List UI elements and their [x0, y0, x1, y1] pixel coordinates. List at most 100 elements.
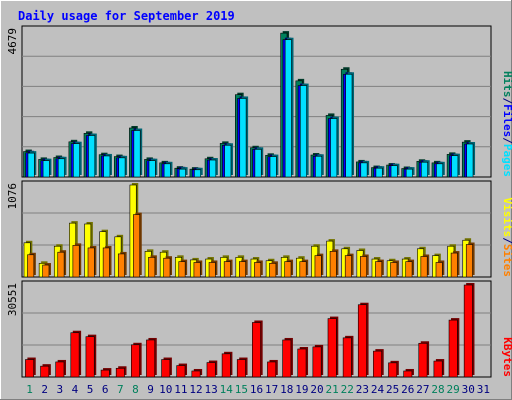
bar-kbytes-day-30 — [463, 283, 475, 378]
x-tick-label: 27 — [416, 383, 429, 396]
bar-pages-day-19 — [299, 83, 309, 178]
bar-pages-day-23-face — [360, 162, 368, 178]
x-tick-label: 14 — [220, 383, 234, 396]
bar-kbytes-day-16-face — [252, 322, 261, 378]
bar-sites-day-24 — [375, 259, 384, 278]
x-tick-label: 24 — [371, 383, 385, 396]
bar-kbytes-day-5-face — [85, 336, 95, 378]
bar-pages-day-1 — [27, 151, 37, 178]
bar-sites-day-16 — [254, 260, 263, 278]
x-tick-label: 20 — [310, 383, 323, 396]
bar-kbytes-day-1-face — [25, 359, 35, 378]
bar-kbytes-day-28-face — [433, 360, 443, 378]
bar-sites-day-7-face — [117, 253, 125, 278]
bar-sites-day-12-face — [193, 262, 201, 278]
bar-kbytes-day-25 — [388, 360, 399, 378]
bar-kbytes-day-19-face — [297, 348, 307, 378]
panel-visits-sites: 1076 Visits/Sites — [6, 180, 512, 278]
x-tick-label: 11 — [174, 383, 187, 396]
bar-sites-day-13 — [208, 260, 218, 278]
bar-kbytes-day-24-face — [373, 350, 382, 378]
bar-sites-day-25-face — [390, 262, 398, 278]
bar-sites-day-28-face — [435, 262, 443, 278]
x-tick-label: 5 — [87, 383, 94, 396]
bar-pages-day-4-face — [73, 143, 80, 178]
bar-sites-day-2-face — [42, 264, 50, 278]
bar-sites-day-5-face — [87, 247, 95, 278]
bar-kbytes-day-14 — [221, 351, 233, 378]
bar-pages-day-14 — [224, 143, 233, 178]
x-tick-label: 4 — [72, 383, 79, 396]
bar-kbytes-day-27 — [418, 341, 430, 378]
legend-entry: / — [501, 237, 512, 244]
bar-kbytes-day-23 — [357, 302, 369, 378]
bar-sites-day-29 — [450, 251, 460, 278]
bar-sites-day-17 — [269, 261, 278, 278]
bar-sites-day-26 — [405, 259, 415, 278]
bar-kbytes-day-12-face — [191, 370, 201, 378]
bar-sites-day-21 — [329, 249, 339, 278]
bar-kbytes-day-26-face — [403, 370, 413, 378]
bar-kbytes-day-20 — [312, 344, 324, 378]
bar-pages-day-13-face — [209, 159, 217, 178]
bar-pages-day-26-face — [405, 168, 413, 178]
bar-kbytes-day-8-face — [131, 344, 140, 378]
bar-sites-day-14-face — [223, 261, 231, 278]
x-tick-label: 6 — [102, 383, 109, 396]
bar-kbytes-day-18-face — [282, 339, 292, 378]
bar-pages-day-27 — [421, 160, 430, 178]
bar-pages-day-20-face — [315, 155, 323, 178]
bar-sites-day-6-face — [102, 247, 110, 278]
x-tick-label: 9 — [147, 383, 154, 396]
legend-entry: KBytes — [501, 337, 512, 377]
bar-pages-day-25-face — [390, 165, 398, 178]
bar-pages-day-5-face — [88, 135, 96, 178]
bar-pages-day-10 — [163, 161, 173, 178]
bar-pages-day-25 — [390, 163, 400, 178]
bar-sites-day-1 — [27, 252, 36, 278]
x-tick-label: 31 — [477, 383, 490, 396]
bar-pages-day-9 — [148, 158, 158, 178]
bar-kbytes-day-2-face — [40, 365, 50, 378]
bar-pages-day-23 — [360, 160, 370, 178]
y-max-label: 30551 — [6, 283, 19, 316]
x-tick-label: 8 — [132, 383, 139, 396]
x-tick-label: 18 — [280, 383, 293, 396]
bar-sites-day-22 — [344, 253, 354, 278]
bar-kbytes-day-15 — [236, 357, 248, 378]
bar-kbytes-day-4 — [70, 330, 82, 378]
bar-pages-day-15 — [239, 96, 249, 178]
bar-sites-day-10 — [163, 256, 173, 278]
legend-entry: Files — [501, 104, 512, 137]
bar-sites-day-18 — [284, 259, 294, 278]
legend-hits-files-pages: Hits/Files/Pages — [501, 71, 512, 177]
bar-pages-day-14-face — [224, 144, 232, 178]
bar-kbytes-day-19 — [297, 346, 309, 378]
bar-sites-day-23-face — [360, 256, 367, 278]
bar-pages-day-28 — [436, 161, 445, 178]
x-tick-label: 30 — [462, 383, 475, 396]
bar-pages-day-6 — [103, 153, 112, 178]
bar-sites-day-27-face — [420, 256, 428, 278]
bar-sites-day-25 — [390, 260, 399, 278]
bar-sites-day-15 — [239, 259, 248, 278]
legend-entry: / — [501, 98, 512, 105]
bar-kbytes-day-14-face — [221, 353, 231, 378]
x-tick-label: 28 — [431, 383, 444, 396]
bar-sites-day-19 — [299, 259, 309, 278]
bar-kbytes-day-12 — [191, 368, 203, 378]
bar-pages-day-7-face — [118, 157, 126, 178]
bar-pages-day-12 — [194, 167, 203, 178]
bar-kbytes-day-25-face — [388, 362, 398, 378]
x-tick-label: 3 — [57, 383, 64, 396]
x-tick-label: 7 — [117, 383, 124, 396]
bar-sites-day-11 — [178, 259, 188, 278]
x-tick-label: 1 — [26, 383, 33, 396]
bar-pages-day-10-face — [163, 163, 171, 178]
bar-pages-day-5 — [88, 133, 97, 178]
bar-pages-day-8-face — [133, 130, 141, 178]
bar-sites-day-21-face — [329, 251, 337, 278]
bar-kbytes-day-30-face — [463, 284, 473, 378]
